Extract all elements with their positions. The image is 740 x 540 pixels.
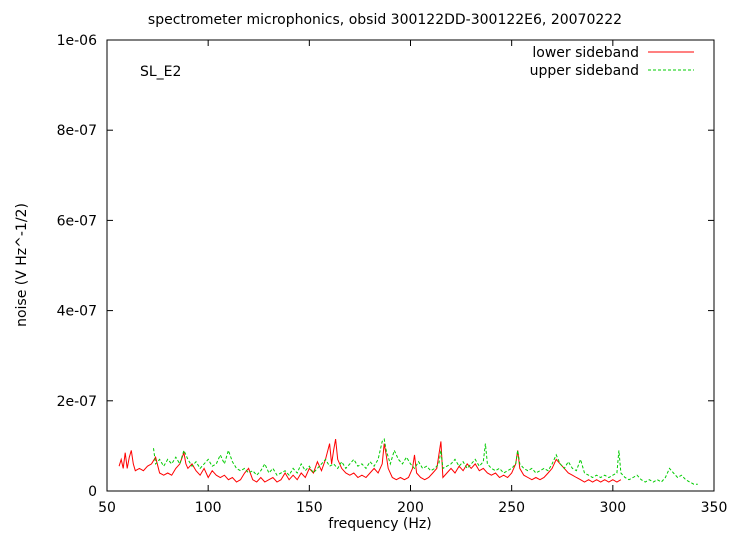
y-tick-label: 8e-07	[57, 123, 97, 139]
x-tick-label: 300	[599, 500, 626, 516]
y-tick-label: 0	[88, 484, 97, 500]
x-axis: 50 100 150 200 250 300 350	[98, 40, 727, 516]
chart-title: spectrometer microphonics, obsid 300122D…	[148, 12, 622, 28]
x-tick-label: 250	[498, 500, 525, 516]
y-axis: 0 2e-07 4e-07 6e-07 8e-07 1e-06	[57, 33, 714, 500]
x-tick-label: 350	[701, 500, 728, 516]
x-tick-label: 100	[195, 500, 222, 516]
x-tick-label: 150	[296, 500, 323, 516]
y-tick-label: 6e-07	[57, 213, 97, 229]
y-tick-label: 1e-06	[57, 33, 97, 49]
y-tick-label: 2e-07	[57, 394, 97, 410]
legend-label-lower-sideband: lower sideband	[532, 45, 639, 61]
y-axis-label: noise (V Hz^-1/2)	[14, 203, 30, 327]
legend-label-upper-sideband: upper sideband	[530, 63, 639, 79]
series-layer	[118, 437, 698, 485]
x-tick-label: 50	[98, 500, 116, 516]
x-tick-label: 200	[397, 500, 424, 516]
annotation-label: SL_E2	[140, 64, 181, 80]
series-line-lower-sideband	[118, 439, 622, 483]
x-axis-label: frequency (Hz)	[328, 516, 431, 532]
legend: lower sideband upper sideband	[530, 45, 694, 79]
y-tick-label: 4e-07	[57, 304, 97, 320]
